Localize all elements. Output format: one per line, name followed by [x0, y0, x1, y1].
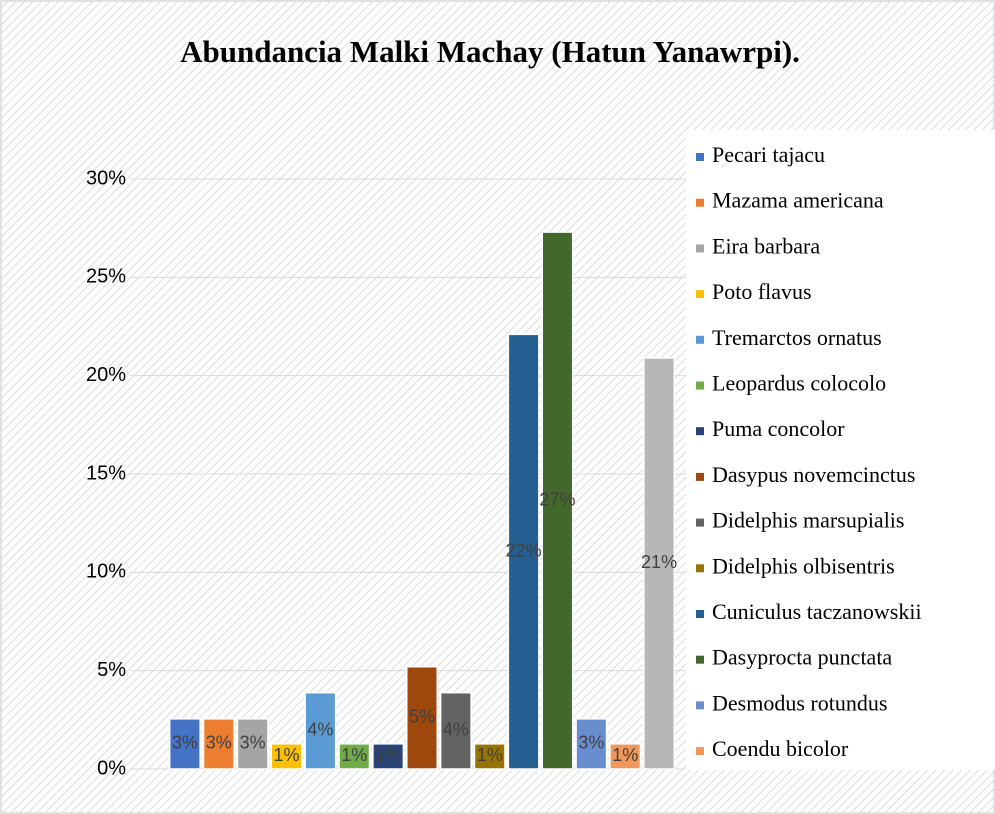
legend-swatch: [696, 427, 704, 436]
data-label: 1%: [375, 745, 401, 765]
y-tick-label: 0%: [97, 757, 126, 779]
bar: [541, 231, 574, 770]
data-label: 4%: [307, 720, 333, 740]
data-label: 21%: [641, 552, 677, 572]
legend-label: Didelphis olbisentris: [712, 553, 895, 578]
data-label: 4%: [443, 720, 469, 740]
legend-swatch: [696, 610, 704, 618]
y-tick-label: 25%: [86, 266, 126, 288]
legend-label: Puma concolor: [712, 416, 845, 441]
bar: [372, 743, 405, 770]
legend-label: Eira barbara: [712, 233, 820, 258]
bar: [236, 718, 269, 770]
bars: [168, 231, 676, 770]
legend-label: Cuniculus taczanowskii: [712, 599, 922, 624]
data-label: 5%: [409, 707, 435, 727]
data-label: 1%: [341, 745, 367, 765]
legend-label: Poto flavus: [712, 279, 812, 304]
bar: [168, 718, 201, 770]
legend-label: Mazama americana: [712, 188, 884, 213]
legend-swatch: [696, 381, 704, 390]
legend-swatch: [696, 198, 704, 207]
bar: [575, 718, 608, 770]
legend-swatch: [696, 244, 704, 253]
bar: [270, 743, 303, 770]
legend-label: Didelphis marsupialis: [712, 508, 904, 533]
legend-swatch: [696, 747, 704, 756]
chart-title: Abundancia Malki Machay (Hatun Yanawrpi)…: [180, 34, 800, 69]
data-label: 3%: [240, 733, 266, 753]
data-label: 3%: [578, 733, 604, 753]
data-label: 1%: [612, 745, 638, 765]
legend-swatch: [696, 701, 704, 710]
legend-swatch: [696, 564, 704, 573]
legend: Pecari tajacu Mazama americana Eira barbar…: [696, 142, 922, 761]
data-label: 1%: [274, 745, 300, 765]
bar: [439, 691, 472, 770]
legend-swatch: [696, 655, 704, 664]
legend-label: Tremarctos ornatus: [712, 325, 882, 350]
bar: [643, 357, 676, 770]
labels: 0% 5% 10% 15% 20% 25% 30% 3% 3% 3% 1% 4% 1% 1% 5% 4% 1% 2…: [86, 167, 677, 779]
bar: [338, 743, 371, 770]
y-tick-label: 10%: [86, 561, 126, 583]
bar: [507, 333, 540, 770]
bar: [609, 743, 642, 770]
legend-swatch: [696, 335, 704, 344]
y-tick-label: 30%: [86, 167, 126, 189]
y-tick-label: 5%: [97, 659, 126, 681]
legend-box: [686, 130, 995, 770]
bar: [202, 718, 235, 770]
legend-swatch: [696, 153, 704, 161]
data-label: 3%: [206, 733, 232, 753]
y-tick-label: 20%: [86, 364, 126, 386]
legend-label: Coendu bicolor: [712, 736, 849, 761]
legend-label: Leopardus colocolo: [712, 371, 886, 396]
data-label: 22%: [506, 540, 542, 560]
legend-label: Dasyprocta punctata: [712, 645, 892, 670]
legend-label: Desmodus rotundus: [712, 690, 887, 715]
bar: [406, 665, 438, 770]
legend-label: Pecari tajacu: [712, 142, 825, 167]
bar: [473, 743, 506, 770]
data-label: 27%: [539, 489, 575, 509]
y-tick-label: 15%: [86, 462, 126, 484]
legend-swatch: [696, 472, 704, 481]
legend-swatch: [696, 290, 704, 299]
data-label: 3%: [172, 733, 198, 753]
bar: [304, 691, 337, 770]
legend-label: Dasypus novemcinctus: [712, 462, 915, 487]
legend-swatch: [696, 518, 704, 527]
data-label: 1%: [477, 745, 503, 765]
